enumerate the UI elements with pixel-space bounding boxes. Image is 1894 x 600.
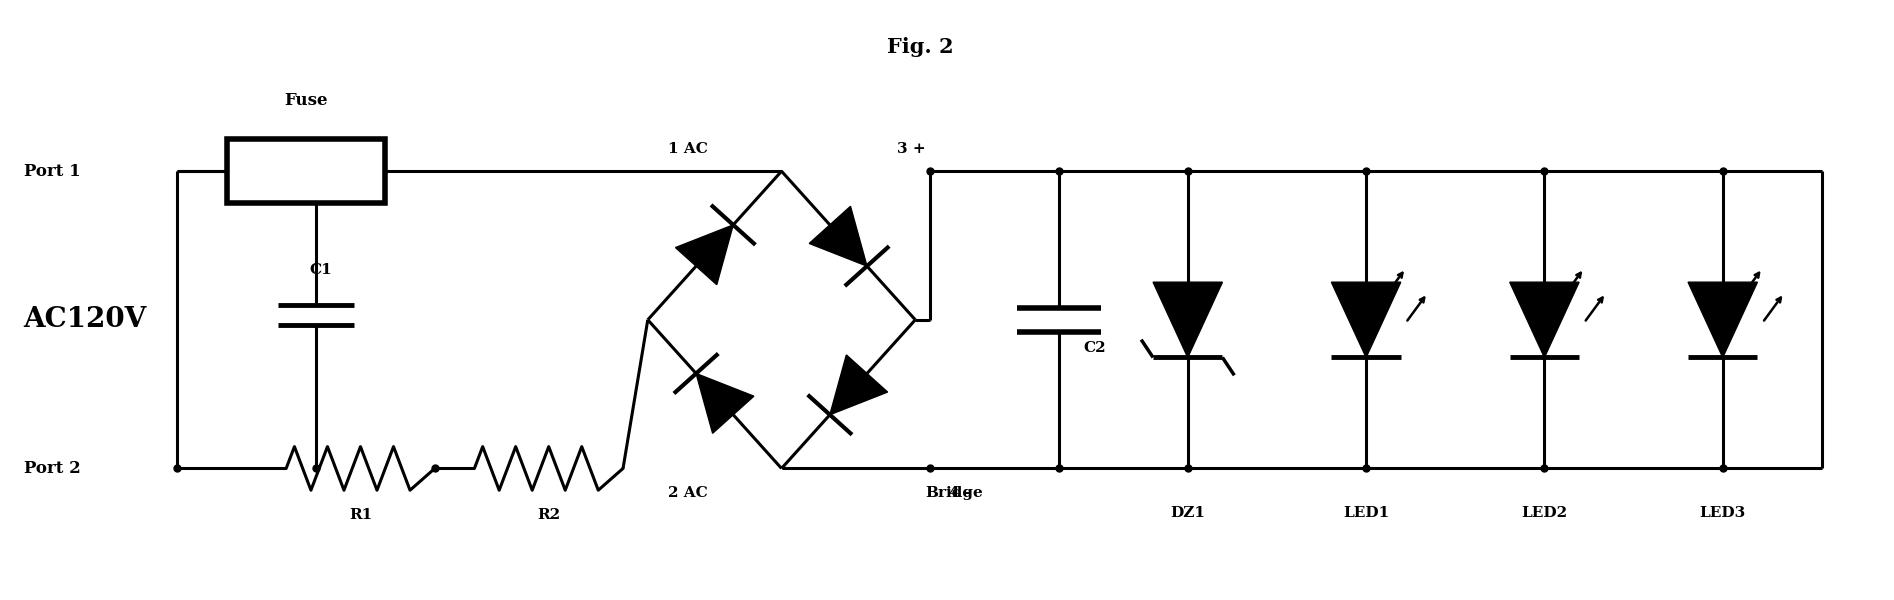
- Text: C2: C2: [1083, 341, 1106, 355]
- Polygon shape: [809, 206, 867, 266]
- Polygon shape: [1331, 282, 1402, 358]
- Text: Fuse: Fuse: [284, 92, 328, 109]
- Text: 2 AC: 2 AC: [669, 486, 708, 500]
- Text: LED2: LED2: [1521, 506, 1568, 520]
- Text: 1 AC: 1 AC: [669, 142, 708, 157]
- Polygon shape: [1153, 282, 1222, 358]
- Text: Port 1: Port 1: [23, 163, 80, 180]
- Bar: [227, 139, 384, 203]
- Polygon shape: [676, 225, 733, 284]
- Polygon shape: [1510, 282, 1580, 358]
- Text: Port 2: Port 2: [23, 460, 80, 477]
- Text: C1: C1: [309, 263, 331, 277]
- Text: R2: R2: [538, 508, 561, 522]
- Text: 3 +: 3 +: [896, 142, 924, 157]
- Text: LED3: LED3: [1699, 506, 1746, 520]
- Text: 4 -: 4 -: [949, 486, 972, 500]
- Text: Bridge: Bridge: [924, 486, 983, 500]
- Text: Fig. 2: Fig. 2: [886, 37, 953, 58]
- Text: AC120V: AC120V: [23, 307, 148, 334]
- Text: DZ1: DZ1: [1170, 506, 1205, 520]
- Text: R1: R1: [348, 508, 371, 522]
- Polygon shape: [830, 355, 888, 415]
- Polygon shape: [1688, 282, 1758, 358]
- Text: LED1: LED1: [1343, 506, 1388, 520]
- Polygon shape: [697, 374, 754, 433]
